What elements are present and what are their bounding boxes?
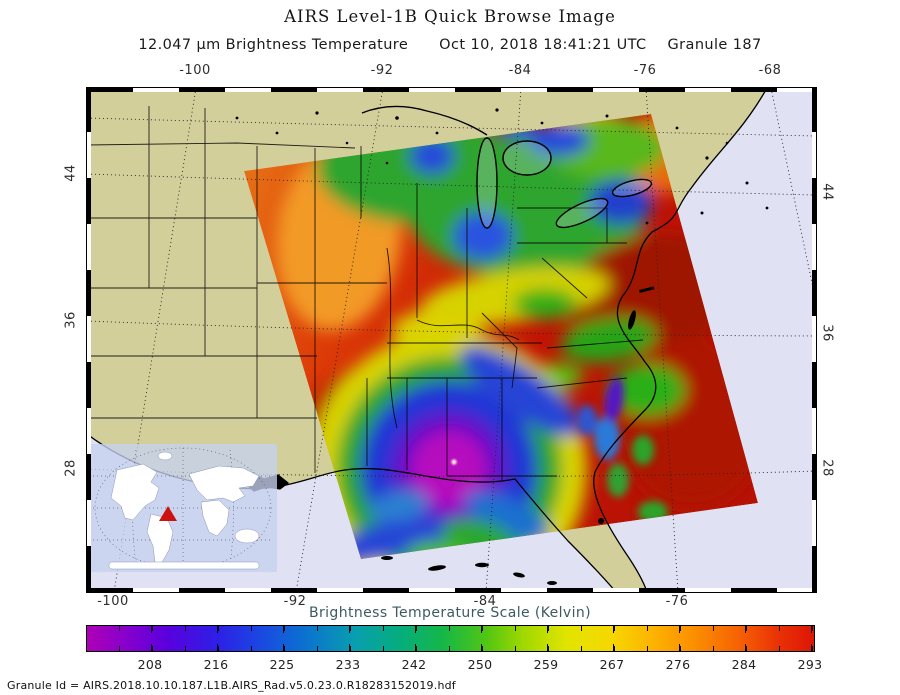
axis-label-lon-bottom: -84: [473, 594, 497, 609]
map-plot: [86, 87, 817, 593]
colorbar-tick-label: 242: [401, 657, 427, 672]
colorbar-tick-label: 276: [665, 657, 691, 672]
colorbar: [86, 625, 815, 652]
frame-border-left: [87, 88, 91, 592]
axis-label-lat-right: 28: [819, 459, 835, 477]
axis-label-lon-bottom: -100: [97, 594, 129, 609]
axis-label-lat-left: 44: [63, 164, 79, 182]
axis-label-lat-right: 44: [819, 183, 835, 201]
map-specks: [235, 108, 769, 585]
colorbar-tick-label: 293: [797, 657, 823, 672]
colorbar-title: Brightness Temperature Scale (Kelvin): [308, 605, 592, 621]
axis-label-lon-top: -68: [758, 63, 782, 78]
frame-border-top: [87, 88, 816, 92]
axis-label-lon-bottom: -76: [665, 594, 689, 609]
colorbar-tick-label: 233: [335, 657, 361, 672]
frame-border-bottom: [87, 588, 816, 592]
colorbar-tick-label: 284: [731, 657, 757, 672]
state-borders: [87, 106, 644, 480]
granule-location-marker: [159, 506, 177, 521]
subtitle-measurement: 12.047 μm Brightness Temperature: [138, 37, 409, 53]
axis-label-lon-top: -84: [508, 63, 532, 78]
subtitle-row: 12.047 μm Brightness Temperature Oct 10,…: [0, 37, 900, 53]
subtitle-granule: Granule 187: [667, 37, 762, 53]
axis-label-lon-top: -76: [633, 63, 657, 78]
axis-label-lat-left: 28: [63, 459, 79, 477]
colorbar-tick-label: 225: [269, 657, 295, 672]
granule-id-text: Granule Id = AIRS.2018.10.10.187.L1B.AIR…: [7, 679, 456, 692]
colorbar-tick-label: 267: [599, 657, 625, 672]
colorbar-tick-label: 216: [203, 657, 229, 672]
colorbar-tick-label: 208: [137, 657, 163, 672]
axis-label-lon-bottom: -92: [283, 594, 307, 609]
hurricane-eye: [451, 459, 457, 465]
axis-label-lon-top: -92: [370, 63, 394, 78]
colorbar-major-ticks: [87, 626, 814, 633]
colorbar-tick-label: 259: [533, 657, 559, 672]
page-title: AIRS Level-1B Quick Browse Image: [284, 7, 616, 26]
graticule: [87, 88, 816, 592]
colorbar-major-ticks: [87, 644, 814, 651]
world-locator-inset: [89, 444, 277, 572]
subtitle-timestamp: Oct 10, 2018 18:41:21 UTC: [439, 37, 647, 53]
axis-label-lon-top: -100: [179, 63, 211, 78]
map-canvas: [87, 88, 816, 592]
colorbar-tick-label: 250: [467, 657, 493, 672]
axis-label-lat-right: 36: [819, 324, 835, 342]
great-lakes: [361, 105, 653, 229]
frame-border-right: [812, 88, 816, 592]
axis-label-lat-left: 36: [63, 311, 79, 329]
